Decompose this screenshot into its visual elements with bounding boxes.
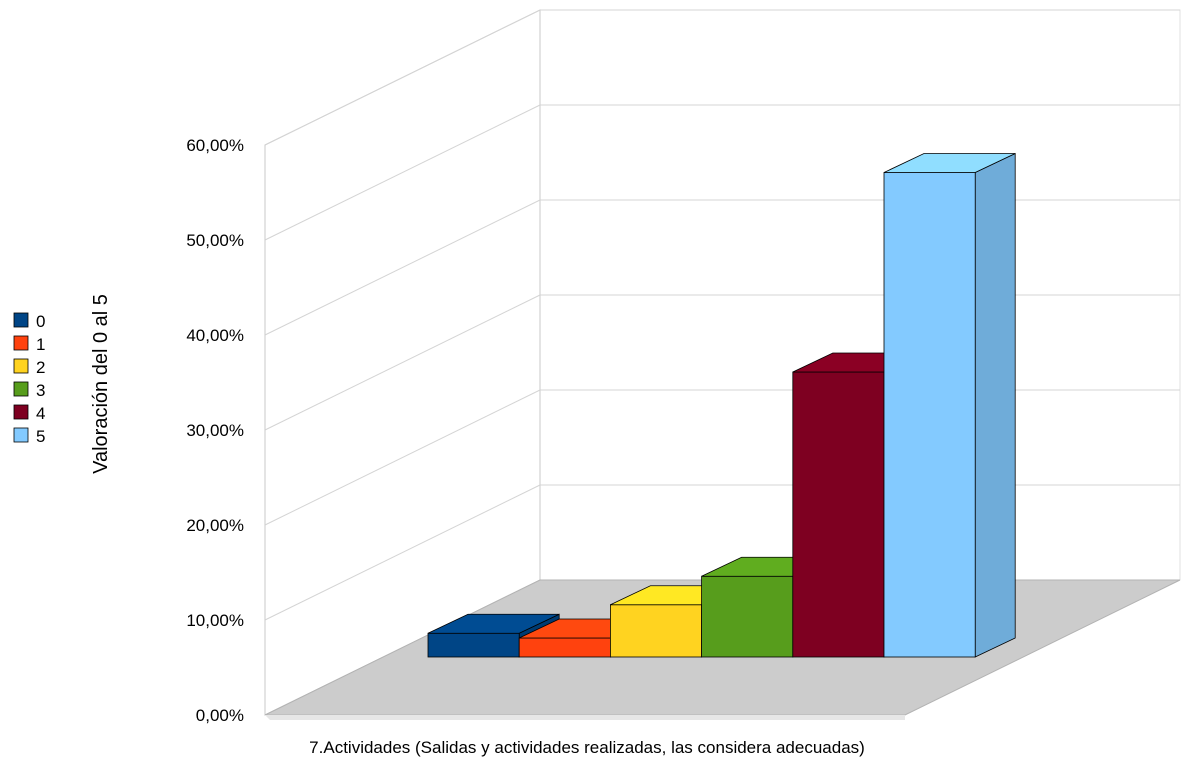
legend-swatch: [14, 359, 28, 373]
y-tick-label: 0,00%: [196, 706, 244, 725]
y-axis-ticks: 0,00% 10,00% 20,00% 30,00% 40,00% 50,00% 60,00…: [186, 136, 244, 725]
legend-swatch: [14, 313, 28, 327]
bar-front: [610, 605, 701, 657]
bar-front: [884, 173, 975, 658]
x-axis-label: 7.Actividades (Salidas y actividades rea…: [309, 738, 865, 757]
bar-5: [884, 154, 1015, 658]
legend-label: 2: [36, 358, 45, 377]
bar-side: [975, 154, 1015, 658]
legend-swatch: [14, 428, 28, 442]
floor-edge: [265, 715, 905, 720]
legend-label: 1: [36, 335, 45, 354]
gridlines: [265, 10, 1180, 620]
y-tick-label: 10,00%: [186, 611, 244, 630]
legend-label: 0: [36, 312, 45, 331]
legend-label: 5: [36, 427, 45, 446]
legend-swatch: [14, 405, 28, 419]
bars: [428, 154, 1015, 658]
y-tick-label: 50,00%: [186, 231, 244, 250]
bar-front: [702, 576, 793, 657]
legend: 0 1 2 3 4 5: [14, 312, 45, 446]
y-tick-label: 60,00%: [186, 136, 244, 155]
legend-swatch: [14, 336, 28, 350]
bar-front: [519, 638, 610, 657]
legend-label: 3: [36, 381, 45, 400]
bar-front: [793, 372, 884, 657]
y-tick-label: 30,00%: [186, 421, 244, 440]
y-tick-label: 20,00%: [186, 516, 244, 535]
y-tick-label: 40,00%: [186, 326, 244, 345]
y-axis-label: Valoración del 0 al 5: [90, 294, 112, 474]
legend-swatch: [14, 382, 28, 396]
legend-label: 4: [36, 404, 45, 423]
bar-front: [428, 633, 519, 657]
